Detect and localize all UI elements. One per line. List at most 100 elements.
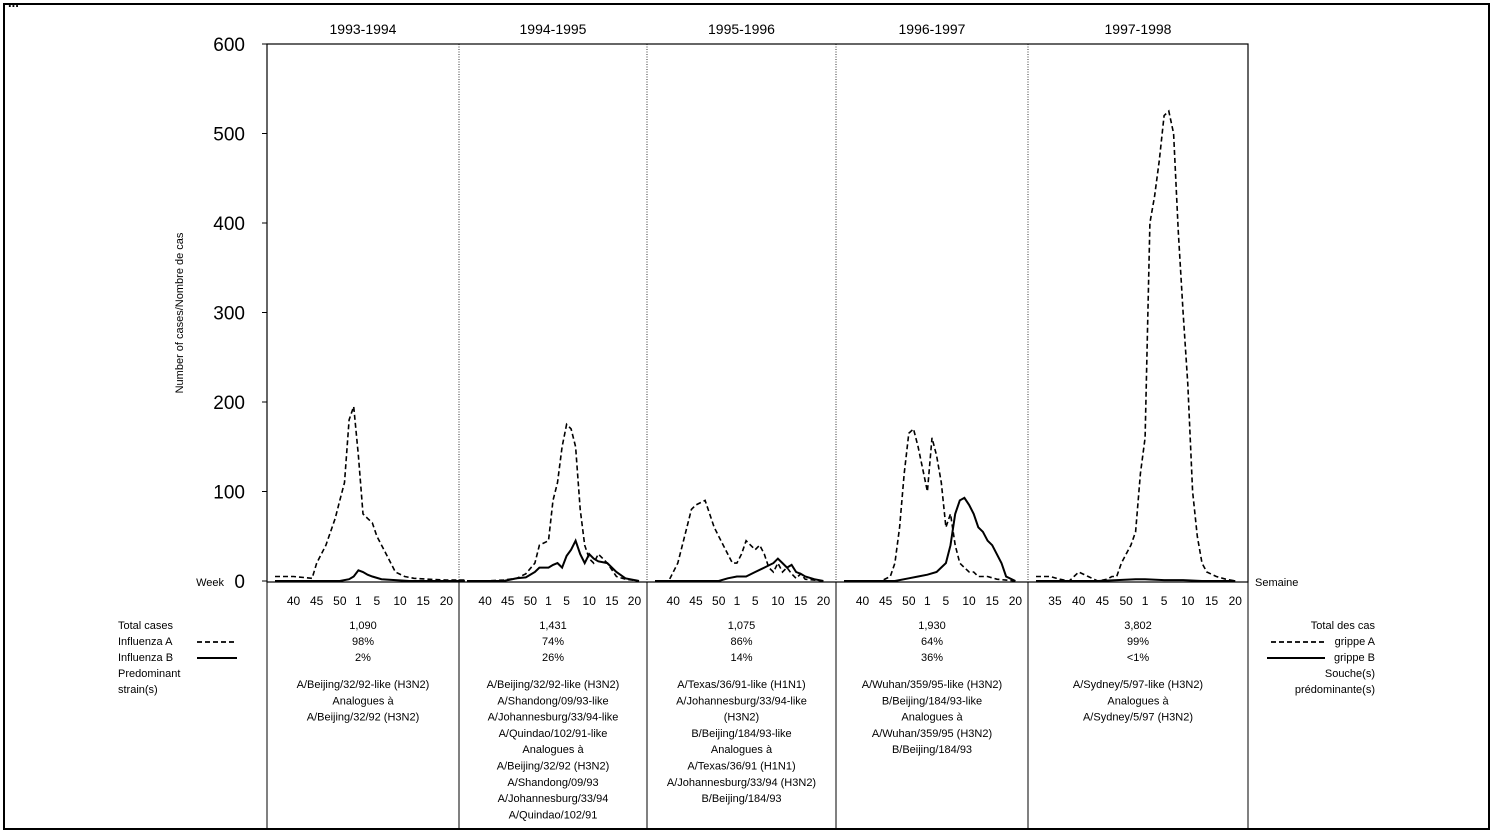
total-cases-value: 1,431 (539, 620, 567, 632)
x-tick-label: 50 (1119, 594, 1133, 608)
x-tick-label: 20 (628, 594, 642, 608)
season-label: 1994-1995 (520, 21, 587, 37)
legend-right-influenza-b: grippe B (1334, 652, 1375, 664)
strain-line: A/Johannesburg/33/94 (H3N2) (667, 777, 816, 789)
series-line-influenza-b (844, 496, 1016, 582)
strain-line: A/Sydney/5/97-like (H3N2) (1073, 679, 1203, 691)
plot-border (266, 43, 1249, 583)
strain-line: A/Sydney/5/97 (H3N2) (1083, 712, 1193, 724)
influenza-b-percent: 2% (355, 652, 371, 664)
total-cases-value: 1,930 (918, 620, 946, 632)
influenza-a-percent: 74% (542, 636, 564, 648)
series-line-influenza-b (467, 538, 640, 582)
strain-line: Analogues à (711, 744, 773, 756)
y-tick-label: 400 (213, 214, 245, 235)
strain-line: A/Texas/36/91 (H1N1) (687, 761, 795, 773)
influenza-a-percent: 98% (352, 636, 374, 648)
x-tick-label: 1 (924, 594, 931, 608)
series-line-influenza-a (1036, 109, 1236, 582)
chart-title-fragment: ... (8, 5, 19, 10)
x-tick-label: 20 (1009, 594, 1023, 608)
strain-line: A/Quindao/102/91-like (499, 728, 608, 740)
strain-line: A/Beijing/32/92 (H3N2) (307, 712, 420, 724)
series-line-influenza-b (1036, 578, 1236, 582)
x-tick-label: 20 (817, 594, 831, 608)
strain-line: A/Johannesburg/33/94 (498, 793, 609, 805)
influenza-a-percent: 64% (921, 636, 943, 648)
x-tick-label: 40 (287, 594, 301, 608)
x-tick-label: 5 (752, 594, 759, 608)
x-tick-label: 40 (1072, 594, 1086, 608)
y-tick-label: 500 (213, 125, 245, 146)
x-tick-label: 1 (355, 594, 362, 608)
total-cases-value: 3,802 (1124, 620, 1152, 632)
y-tick-label: 0 (234, 572, 245, 593)
strain-line: A/Beijing/32/92-like (H3N2) (297, 679, 430, 691)
x-tick-label: 15 (605, 594, 619, 608)
legend-right-strain-2: prédominante(s) (1295, 684, 1375, 696)
legend-right-total: Total des cas (1311, 620, 1376, 632)
strain-line: B/Beijing/184/93-like (882, 695, 982, 707)
strain-line: Analogues à (901, 712, 963, 724)
season-label: 1995-1996 (708, 21, 775, 37)
strain-line: A/Wuhan/359/95 (H3N2) (872, 728, 992, 740)
strain-line: B/Beijing/184/93 (701, 793, 781, 805)
total-cases-value: 1,075 (728, 620, 756, 632)
legend-left-strain-1: Predominant (118, 668, 180, 680)
season-label: 1996-1997 (899, 21, 966, 37)
x-tick-label: 50 (712, 594, 726, 608)
x-tick-label: 15 (794, 594, 808, 608)
y-axis-label: Number of cases/Nombre de cas (174, 232, 186, 393)
strain-line: A/Shandong/09/93 (507, 777, 598, 789)
series-line-influenza-a (467, 422, 640, 582)
influenza-a-percent: 86% (730, 636, 752, 648)
influenza-b-percent: <1% (1127, 652, 1150, 664)
strain-line: A/Shandong/09/93-like (497, 695, 608, 707)
x-tick-label: 5 (1161, 594, 1168, 608)
x-tick-label: 15 (986, 594, 1000, 608)
strain-line: B/Beijing/184/93-like (691, 728, 791, 740)
total-cases-value: 1,090 (349, 620, 377, 632)
strain-line: Analogues à (332, 695, 394, 707)
x-tick-label: 20 (440, 594, 454, 608)
x-tick-label: 45 (310, 594, 324, 608)
x-tick-label: 35 (1048, 594, 1062, 608)
x-tick-label: 50 (333, 594, 347, 608)
series-line-influenza-a (275, 406, 465, 581)
strain-line: A/Quindao/102/91 (509, 809, 598, 821)
x-tick-label: 5 (943, 594, 950, 608)
y-tick-label: 600 (213, 35, 245, 56)
x-tick-label: 50 (524, 594, 538, 608)
influenza-b-percent: 26% (542, 652, 564, 664)
strain-line: Analogues à (1107, 695, 1169, 707)
x-tick-label: 45 (689, 594, 703, 608)
series-line-influenza-b (275, 569, 465, 582)
strain-line: A/Johannesburg/33/94-like (488, 712, 619, 724)
series-line-influenza-a (655, 499, 824, 582)
semaine-label: Semaine (1255, 577, 1298, 589)
x-tick-label: 1 (1142, 594, 1149, 608)
x-tick-label: 50 (902, 594, 916, 608)
x-tick-label: 1 (734, 594, 741, 608)
influenza-b-percent: 36% (921, 652, 943, 664)
x-tick-label: 45 (1096, 594, 1110, 608)
x-tick-label: 5 (374, 594, 381, 608)
legend-right-influenza-a: grippe A (1335, 636, 1376, 648)
strain-line: A/Beijing/32/92-like (H3N2) (487, 679, 620, 691)
x-tick-label: 10 (393, 594, 407, 608)
week-label: Week (196, 577, 224, 589)
x-tick-label: 40 (856, 594, 870, 608)
x-tick-label: 1 (545, 594, 552, 608)
y-tick-label: 300 (213, 304, 245, 325)
legend-right-strain-1: Souche(s) (1325, 668, 1375, 680)
strain-line: Analogues à (522, 744, 584, 756)
series-line-influenza-b (655, 557, 824, 582)
season-label: 1993-1994 (330, 21, 397, 37)
y-tick-label: 100 (213, 483, 245, 504)
x-tick-label: 40 (478, 594, 492, 608)
legend-left-influenza-a: Influenza A (118, 636, 173, 648)
season-label: 1997-1998 (1105, 21, 1172, 37)
y-tick-label: 200 (213, 393, 245, 414)
x-tick-label: 45 (501, 594, 515, 608)
x-tick-label: 10 (962, 594, 976, 608)
